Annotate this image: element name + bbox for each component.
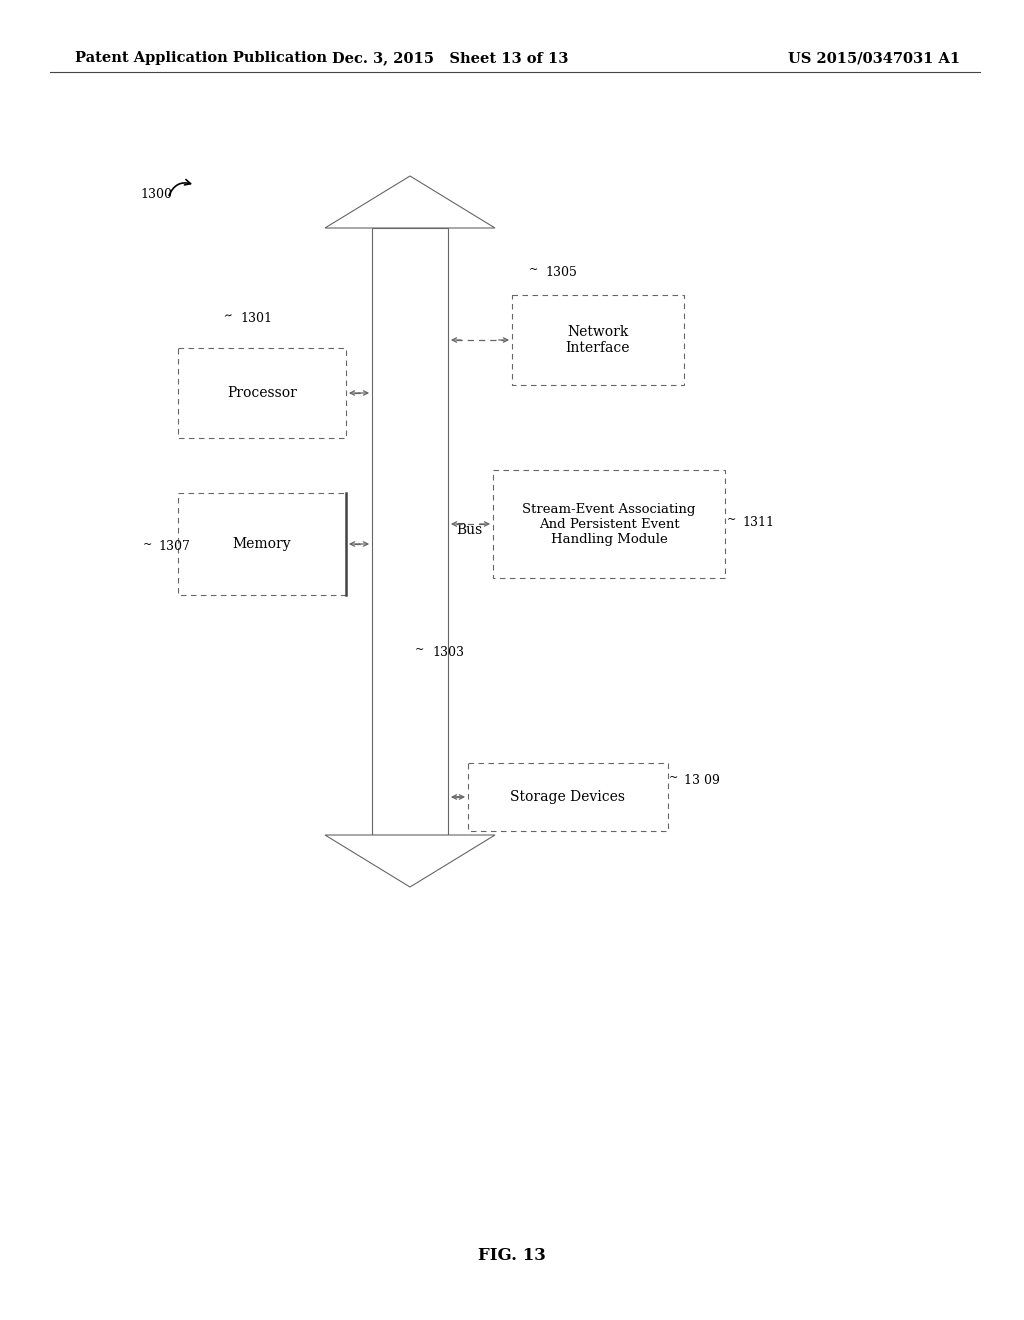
Text: 1311: 1311 (742, 516, 774, 528)
Bar (493, 470, 725, 578)
Text: Patent Application Publication: Patent Application Publication (75, 51, 327, 65)
Bar (468, 763, 668, 832)
Text: ~: ~ (416, 645, 425, 655)
Text: Stream-Event Associating
And Persistent Event
Handling Module: Stream-Event Associating And Persistent … (522, 503, 695, 545)
Text: 1303: 1303 (432, 645, 464, 659)
Text: Storage Devices: Storage Devices (511, 789, 626, 804)
Polygon shape (325, 836, 495, 887)
Polygon shape (325, 176, 495, 228)
Text: Processor: Processor (227, 385, 297, 400)
Text: Bus: Bus (456, 523, 482, 537)
Text: 1300: 1300 (140, 189, 172, 202)
Text: Network
Interface: Network Interface (565, 325, 630, 355)
Text: ~: ~ (670, 774, 679, 783)
Text: 1301: 1301 (240, 312, 272, 325)
Bar (178, 348, 346, 438)
Text: 1307: 1307 (158, 540, 189, 553)
Text: Dec. 3, 2015   Sheet 13 of 13: Dec. 3, 2015 Sheet 13 of 13 (332, 51, 568, 65)
Bar (178, 492, 346, 595)
Text: ~: ~ (222, 310, 233, 322)
Text: FIG. 13: FIG. 13 (478, 1246, 546, 1263)
Text: Memory: Memory (232, 537, 291, 550)
Text: US 2015/0347031 A1: US 2015/0347031 A1 (787, 51, 961, 65)
Text: ~: ~ (143, 540, 153, 550)
Text: ~: ~ (727, 515, 736, 525)
Bar (372, 228, 449, 836)
Bar (512, 294, 684, 385)
Text: ~: ~ (528, 265, 538, 275)
Text: 1305: 1305 (545, 265, 577, 279)
Text: 13 09: 13 09 (684, 774, 720, 787)
